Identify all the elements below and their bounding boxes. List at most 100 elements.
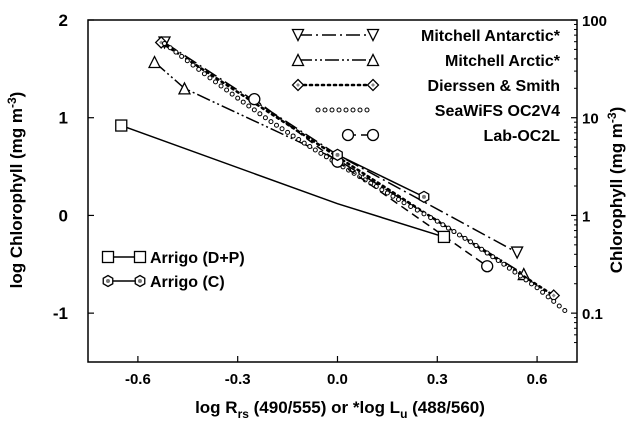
- series-seawifs-oc2v4: [162, 40, 568, 314]
- seawifs-oc2v4-dot: [540, 289, 546, 295]
- x-axis-title-sub: rs: [238, 407, 250, 421]
- legend-item-seawifs-oc2v4: SeaWiFS OC2V4: [315, 103, 560, 120]
- seawifs-oc2v4-dot: [451, 229, 457, 235]
- seawifs-oc2v4-dot: [434, 218, 440, 224]
- mitchell-arctic-marker: [147, 55, 162, 69]
- seawifs-oc2v4-dot: [390, 193, 396, 199]
- legend-swatch-marker: [366, 53, 380, 67]
- legend-swatch-marker: [366, 128, 380, 142]
- plot-frame: [87, 19, 578, 363]
- legend-swatch-dot: [322, 107, 328, 113]
- mitchell-antarctic-marker: [510, 246, 524, 260]
- seawifs-oc2v4-dot: [384, 190, 390, 196]
- right-y-tick-label: 1: [582, 208, 590, 225]
- seawifs-oc2v4-dot: [213, 79, 219, 85]
- seawifs-oc2v4-dot: [512, 269, 518, 275]
- legend-label-mitchell-arctic: Mitchell Arctic*: [445, 53, 561, 70]
- right-y-tick-label: 0.1: [582, 306, 603, 323]
- arrigo-c-line: [337, 154, 425, 198]
- arrigo-c-marker-core: [421, 194, 426, 199]
- seawifs-oc2v4-dot: [224, 87, 230, 93]
- seawifs-oc2v4-dot: [285, 129, 291, 135]
- right-y-tick-label: 100: [582, 13, 607, 30]
- seawifs-oc2v4-dot: [235, 95, 241, 101]
- legend-swatch-dot: [364, 107, 370, 113]
- seawifs-oc2v4-dot: [479, 246, 485, 252]
- seawifs-oc2v4-dot: [562, 308, 568, 314]
- seawifs-oc2v4-dot: [490, 254, 496, 260]
- seawifs-oc2v4-dot: [207, 75, 213, 81]
- arrigo-d-p-marker: [437, 230, 451, 244]
- lab-oc2l-marker: [248, 92, 261, 106]
- legend-swatch-dot: [343, 107, 349, 113]
- mitchell-arctic-marker: [177, 81, 192, 95]
- legend-swatch-marker-core: [296, 83, 300, 87]
- seawifs-oc2v4-dot: [274, 122, 280, 128]
- seawifs-oc2v4-dot: [296, 137, 302, 143]
- legend-swatch-marker-core: [138, 279, 142, 283]
- left-y-tick-label: 1: [59, 109, 68, 128]
- seawifs-oc2v4-dot: [246, 103, 252, 109]
- left-y-axis-title-sup: -3: [5, 97, 19, 108]
- seawifs-oc2v4-dot: [379, 187, 385, 193]
- arrigo-c-marker-core: [335, 152, 340, 157]
- legend-label-arrigo-c: Arrigo (C): [150, 274, 225, 291]
- seawifs-oc2v4-dot: [473, 243, 479, 249]
- seawifs-oc2v4-dot: [484, 250, 490, 256]
- seawifs-oc2v4-dot: [279, 126, 285, 132]
- legend-swatch-marker-core: [106, 279, 110, 283]
- left-y-tick-label: 0: [59, 206, 68, 225]
- legend-swatch-marker: [133, 250, 147, 264]
- seawifs-oc2v4-dot: [318, 150, 324, 156]
- legend-label-mitchell-antarctic: Mitchell Antarctic*: [421, 28, 561, 45]
- seawifs-oc2v4-dot: [184, 58, 190, 64]
- seawifs-oc2v4-dot: [534, 285, 540, 291]
- legend-swatch-marker: [341, 128, 355, 142]
- dierssen-smith-marker-core: [551, 293, 556, 298]
- series-arrigo-d-p: [115, 119, 451, 244]
- legend-swatch-dot: [350, 107, 356, 113]
- x-tick-label: 0.0: [327, 371, 348, 388]
- seawifs-oc2v4-dot: [395, 196, 401, 202]
- seawifs-oc2v4-dot: [190, 62, 196, 68]
- arrigo-d-p-line: [121, 124, 445, 238]
- seawifs-oc2v4-dot: [545, 294, 551, 300]
- seawifs-oc2v4-dot: [445, 225, 451, 231]
- right-y-tick-label: 10: [582, 111, 599, 128]
- left-y-tick-label: -1: [53, 304, 68, 323]
- seawifs-oc2v4-dot: [551, 298, 557, 304]
- left-y-axis-title: log Chlorophyll (mg m-3): [5, 92, 26, 289]
- left-y-tick-label: 2: [59, 11, 68, 30]
- x-axis-title-sub2: u: [400, 407, 407, 421]
- legend-swatch-dot: [357, 107, 363, 113]
- seawifs-oc2v4-dot: [428, 215, 434, 221]
- seawifs-oc2v4-dot: [421, 211, 427, 217]
- legend-swatch-marker: [101, 250, 115, 264]
- legend-item-lab-oc2l: Lab-OC2L: [341, 128, 561, 145]
- legend-swatch-dot: [315, 107, 321, 113]
- seawifs-oc2v4-dot: [167, 45, 173, 51]
- legend-label-arrigo-d-p: Arrigo (D+P): [150, 250, 245, 267]
- seawifs-oc2v4-dot: [456, 232, 462, 238]
- mitchell-antarctic-line: [164, 41, 518, 254]
- legend-item-mitchell-antarctic: Mitchell Antarctic*: [291, 28, 561, 45]
- plot-border: [87, 19, 578, 363]
- seawifs-oc2v4-dot: [257, 111, 263, 117]
- series-mitchell-antarctic: [157, 36, 524, 260]
- right-y-axis-title: Chlorophyll (mg m-3): [605, 107, 626, 274]
- x-axis-title: log Rrs (490/555) or *log Lu (488/560): [195, 398, 485, 421]
- legend-item-arrigo-c: Arrigo (C): [102, 274, 225, 291]
- ticks-layer: -0.6 -0.3 0.0 0.3 0.6 -1 0 1 2 0.1 1 10 100: [53, 11, 607, 388]
- series-arrigo-c: [332, 148, 430, 204]
- seawifs-oc2v4-dot: [414, 207, 420, 213]
- seawifs-oc2v4-dot: [301, 140, 307, 146]
- seawifs-oc2v4-dot: [556, 303, 562, 309]
- seawifs-oc2v4-dot: [323, 154, 329, 160]
- legend-swatch-dot: [329, 107, 335, 113]
- legend-label-seawifs-oc2v4: SeaWiFS OC2V4: [435, 103, 560, 120]
- seawifs-oc2v4-dot: [529, 281, 535, 287]
- right-y-axis-title-sup: -3: [605, 112, 619, 123]
- legend-swatch-marker-core: [371, 83, 375, 87]
- legend-swatch-dot: [336, 107, 342, 113]
- legend-label-lab-oc2l: Lab-OC2L: [484, 128, 561, 145]
